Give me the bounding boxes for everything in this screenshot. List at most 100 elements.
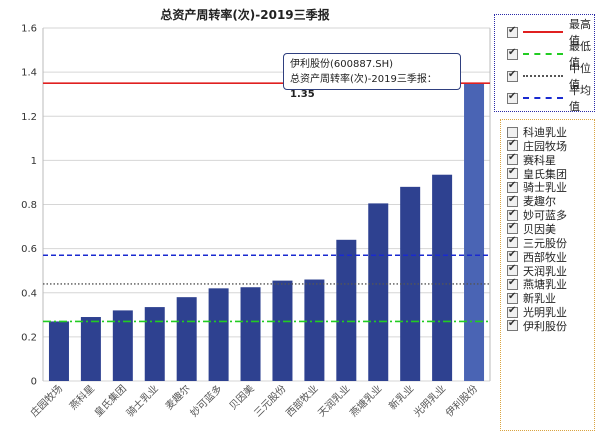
y-tick-label: 1.4 [21,68,37,79]
x-tick-label: 三元股份 [252,383,289,420]
company-checkbox[interactable] [507,221,518,235]
x-tick-label: 伊利股份 [443,383,480,420]
company-label: 贝因美 [523,222,556,236]
legend-min-checkbox[interactable] [507,47,518,60]
y-tick-label: 0.4 [21,288,37,299]
company-filter-item[interactable]: 骑士乳业 [507,180,567,194]
company-filter-item[interactable]: 天润乳业 [507,263,567,278]
bar-麦趣尔 [176,297,197,381]
legend-mean[interactable]: 平均值 [507,84,594,113]
legend-median-checkbox[interactable] [507,69,518,82]
line-swatch-icon [523,31,563,33]
company-filter-item[interactable]: 妙可蓝多 [507,208,567,222]
bar-皇氏集团 [112,310,133,381]
company-label: 骑士乳业 [523,181,567,195]
x-tick-label: 贝因美 [226,382,256,412]
bar-贝因美 [240,287,261,381]
line-swatch-icon [523,53,563,55]
bar-三元股份 [272,280,293,381]
y-tick-label: 1.6 [21,24,37,35]
company-checkbox[interactable] [507,249,518,263]
legend-mean-label: 平均值 [569,84,591,113]
company-checkbox[interactable] [507,194,518,207]
bar-燕科星 [80,317,101,381]
company-checkbox[interactable] [507,166,518,180]
chart-title: 总资产周转率(次)-2019三季报 [160,7,329,22]
company-filter-item[interactable]: 伊利股份 [507,318,567,333]
company-label: 麦趣尔 [523,195,556,209]
company-label: 妙可蓝多 [523,209,567,223]
company-label: 皇氏集团 [523,167,567,181]
company-filter-item[interactable]: 皇氏集团 [507,166,567,181]
line-swatch-icon [523,97,563,99]
y-axis: 0 0.2 0.4 0.6 0.8 1 1.2 1.4 1.6 [21,24,37,388]
x-tick-label: 西部牧业 [283,382,320,419]
bar-伊利股份 [464,83,485,381]
company-filter-item[interactable]: 光明乳业 [507,305,567,319]
company-label: 燕塘乳业 [523,278,567,292]
company-filter-item[interactable]: 三元股份 [507,235,567,250]
legend-min-label: 最低值 [569,40,591,69]
company-checkbox[interactable] [507,180,518,193]
reference-lines [43,82,490,323]
x-tick-label: 新乳业 [386,382,416,412]
company-filter-item[interactable]: 贝因美 [507,221,556,236]
x-tick-label: 皇氏集团 [91,382,128,419]
y-tick-label: 1 [31,156,37,167]
x-tick-label: 燕科星 [67,382,97,412]
bar-光明乳业 [432,174,453,381]
company-checkbox[interactable] [507,152,518,166]
company-label: 新乳业 [523,292,556,306]
x-tick-label: 骑士乳业 [123,382,160,419]
y-tick-label: 0.8 [21,200,37,211]
tooltip-metric-label: 总资产周转率(次)-2019三季报： [290,74,437,85]
company-checkbox[interactable] [507,208,518,221]
company-label: 天润乳业 [523,264,567,278]
company-checkbox[interactable] [507,291,518,304]
x-tick-label: 燕塘乳业 [347,382,384,419]
legend-max-label: 最高值 [569,18,591,47]
company-checkbox[interactable] [507,138,518,152]
company-filter-item[interactable]: 新乳业 [507,291,556,305]
company-filter-item[interactable]: 西部牧业 [507,249,567,264]
bar-西部牧业 [304,279,325,381]
legend-median-label: 中位值 [569,62,591,91]
line-swatch-icon [523,75,563,77]
company-label: 光明乳业 [523,306,567,320]
reference-legend: 最高值 最低值 中位值 平均值 [494,14,595,113]
company-filter-item[interactable]: 赛科星 [507,152,556,167]
bar-妙可蓝多 [208,288,229,381]
legend-min[interactable]: 最低值 [507,40,594,69]
bars [48,83,485,381]
company-checkbox[interactable] [507,277,518,290]
company-label: 伊利股份 [523,319,567,333]
legend-max[interactable]: 最高值 [507,18,594,47]
company-label: 庄园牧场 [523,139,567,153]
company-label: 三元股份 [523,236,567,250]
company-filter-item[interactable]: 科迪乳业 [507,125,567,139]
company-checkbox[interactable] [507,126,518,138]
x-tick-label: 天润乳业 [315,382,352,419]
company-filter-item[interactable]: 麦趣尔 [507,194,556,208]
tooltip-value: 1.35 [290,89,315,100]
company-filter-item[interactable]: 庄园牧场 [507,138,567,153]
legend-mean-checkbox[interactable] [507,91,518,104]
bar-tooltip: 伊利股份(600887.SH) 总资产周转率(次)-2019三季报： 1.35 [283,53,461,100]
tooltip-company: 伊利股份(600887.SH) [290,59,394,70]
company-filter-item[interactable]: 燕塘乳业 [507,277,567,291]
y-tick-label: 0.2 [21,332,37,343]
company-checkbox[interactable] [507,305,518,318]
y-tick-label: 0 [31,377,37,388]
company-checkbox[interactable] [507,263,518,276]
x-tick-label: 麦趣尔 [162,382,192,412]
company-label: 科迪乳业 [523,126,567,139]
x-tick-label: 妙可蓝多 [187,382,224,419]
company-checkbox[interactable] [507,235,518,249]
legend-median[interactable]: 中位值 [507,62,594,91]
company-checkbox[interactable] [507,318,518,332]
legend-max-checkbox[interactable] [507,25,518,38]
y-tick-label: 0.6 [21,244,37,255]
x-tick-label: 庄园牧场 [28,382,65,419]
